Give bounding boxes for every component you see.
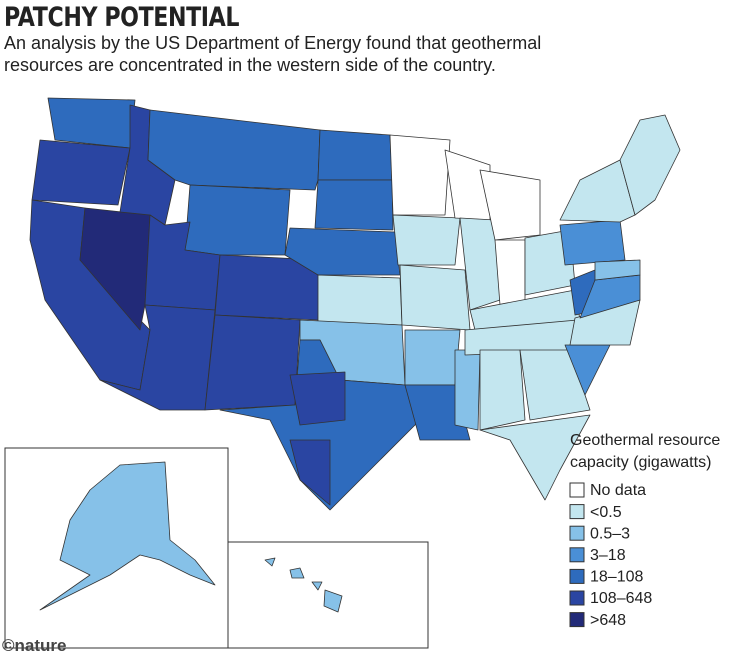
legend-swatch (569, 612, 585, 628)
region (479, 349, 526, 431)
legend: No data <0.5 0.5–3 3–18 18–108 108–648 >648 (569, 482, 652, 629)
region (399, 264, 471, 331)
legend-label: 108–648 (590, 590, 652, 607)
legend-swatch (569, 482, 585, 498)
legend-label: 18–108 (590, 569, 643, 586)
region (314, 179, 394, 231)
credit: ©nature (2, 636, 67, 655)
region (289, 567, 305, 579)
region (184, 184, 291, 256)
legend-label: <0.5 (590, 504, 622, 521)
region (204, 314, 301, 411)
region (39, 461, 216, 611)
region (99, 304, 216, 411)
region (323, 589, 343, 613)
region (559, 219, 626, 266)
legend-label: 3–18 (590, 547, 626, 564)
region (311, 581, 323, 591)
legend-swatch (569, 590, 585, 606)
subtitle: An analysis by the US Department of Ener… (4, 33, 542, 75)
region (31, 139, 131, 206)
hawaii-inset (227, 541, 429, 649)
region (47, 97, 136, 149)
region (454, 349, 481, 431)
region (619, 114, 681, 216)
legend-title: Geothermal resource capacity (gigawatts) (570, 432, 721, 471)
region (594, 259, 641, 281)
region (392, 214, 461, 266)
region (404, 329, 461, 386)
legend-label: >648 (590, 612, 626, 629)
legend-swatch (569, 568, 585, 584)
region (389, 134, 451, 216)
legend-label: 0.5–3 (590, 525, 630, 542)
legend-swatch (569, 504, 585, 520)
legend-swatch (569, 547, 585, 563)
legend-swatch (569, 525, 585, 541)
region (317, 129, 393, 181)
legend-label: No data (590, 482, 646, 499)
region (404, 384, 471, 441)
region (289, 371, 346, 426)
region (317, 274, 403, 326)
region (494, 239, 526, 306)
region (289, 439, 331, 506)
region (147, 109, 321, 191)
title: PATCHY POTENTIAL (4, 2, 240, 33)
region (479, 414, 591, 501)
region (519, 349, 591, 421)
states (29, 97, 681, 511)
insets (39, 461, 343, 613)
region (264, 557, 276, 567)
